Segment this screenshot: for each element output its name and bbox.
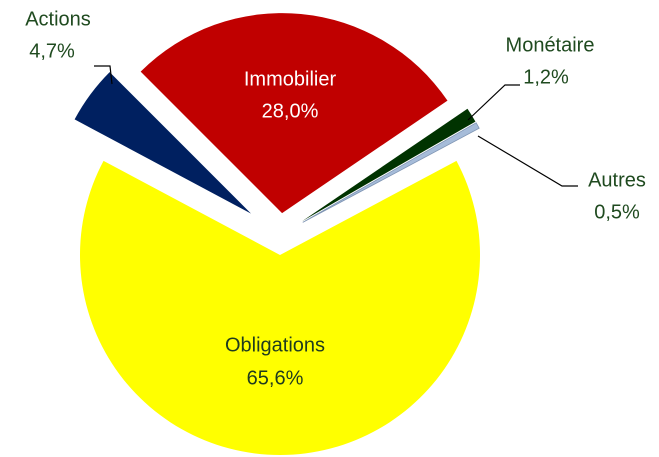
pie bbox=[74, 13, 481, 456]
slice-value-label: 4,7% bbox=[29, 40, 75, 62]
leader-line bbox=[467, 84, 520, 121]
slice-label: Actions bbox=[25, 8, 91, 30]
pie-slice bbox=[74, 72, 252, 214]
slice-value-label: 28,0% bbox=[262, 100, 319, 122]
slice-value-label: 0,5% bbox=[594, 201, 640, 223]
slice-label: Monétaire bbox=[506, 34, 595, 56]
pie-slice bbox=[302, 122, 480, 223]
slice-label: Obligations bbox=[225, 334, 325, 356]
slice-value-label: 65,6% bbox=[247, 367, 304, 389]
slice-value-label: 1,2% bbox=[523, 66, 569, 88]
pie-slice bbox=[302, 108, 476, 222]
labels: Immobilier 28,0% Monétaire 1,2% Autres 0,5% Ob… bbox=[25, 8, 646, 389]
pie-slice bbox=[140, 13, 448, 214]
leader-line bbox=[94, 65, 113, 85]
slice-label: Autres bbox=[588, 169, 646, 191]
leader-line bbox=[477, 135, 578, 187]
slice-label: Immobilier bbox=[244, 68, 337, 90]
pie-slice bbox=[79, 160, 481, 456]
